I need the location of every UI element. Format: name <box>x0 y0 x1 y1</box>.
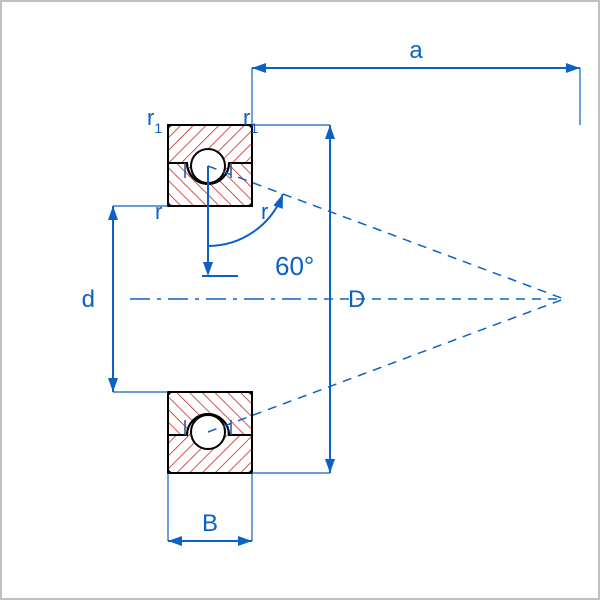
contact-line-lower <box>208 299 564 432</box>
bearing-cross-section-diagram: aBdDrrr1r160° <box>0 0 600 600</box>
label-r-left: r <box>155 199 162 224</box>
arrowhead <box>325 125 335 139</box>
arrowhead <box>168 536 182 546</box>
arrowhead <box>108 378 118 392</box>
dim-B-label: B <box>202 510 218 537</box>
dim-D-label: D <box>348 286 365 313</box>
angle-label: 60° <box>275 251 314 281</box>
arrowhead <box>238 536 252 546</box>
arrowhead <box>252 63 266 73</box>
dim-d-label: d <box>82 286 95 313</box>
label-r-right: r <box>261 199 268 224</box>
arrowhead <box>566 63 580 73</box>
contact-line-upper <box>208 166 564 299</box>
arrowhead <box>273 194 283 209</box>
label-r1-left: r1 <box>147 105 162 136</box>
arrowhead <box>203 262 213 276</box>
dim-a-label: a <box>409 37 423 64</box>
arrowhead <box>325 459 335 473</box>
arrowhead <box>108 206 118 220</box>
